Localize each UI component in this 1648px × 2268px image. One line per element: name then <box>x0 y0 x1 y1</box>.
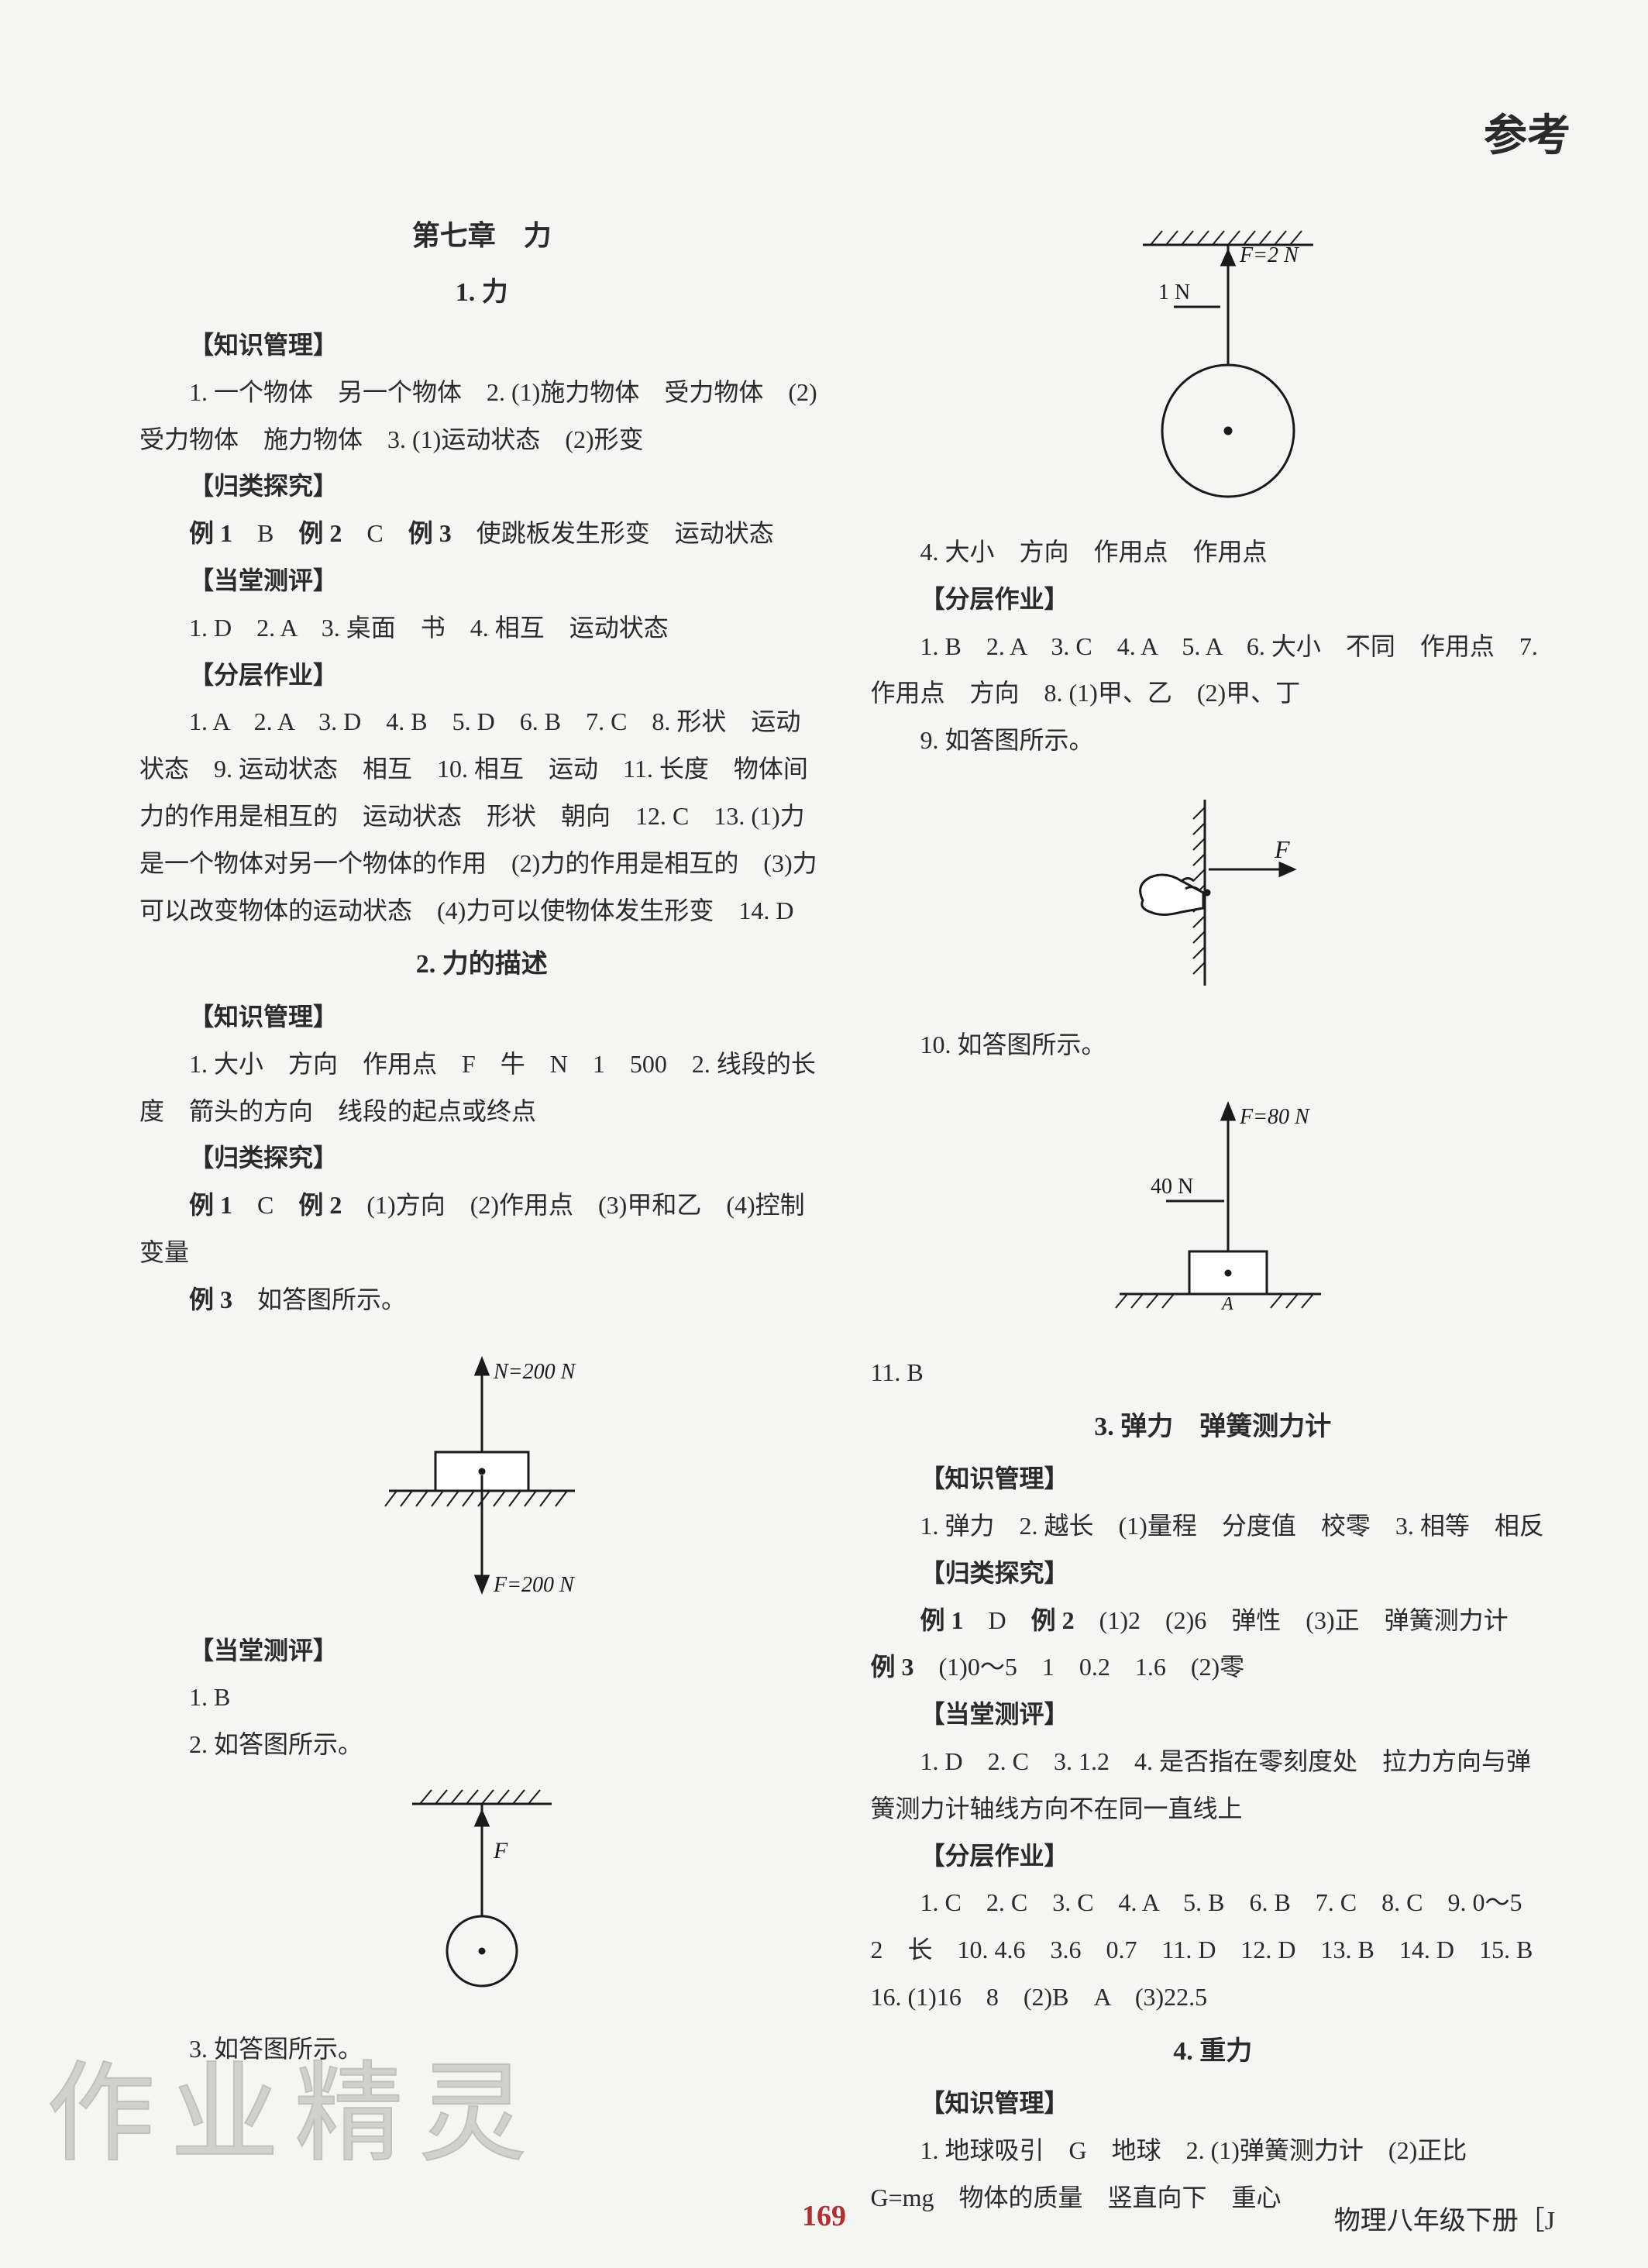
s2-ex2-label: 例 2 <box>298 1191 342 1219</box>
sec2-layer-body-a: 1. B 2. A 3. C 4. A 5. A 6. 大小 不同 作用点 7.… <box>871 623 1556 718</box>
s3-ex2-label: 例 2 <box>1031 1606 1075 1634</box>
sec3-test-body: 1. D 2. C 3. 1.2 4. 是否指在零刻度处 拉力方向与弹簧测力计轴… <box>871 1738 1556 1833</box>
sec2-knowledge-body: 1. 大小 方向 作用点 F 牛 N 1 500 2. 线段的长度 箭头的方向 … <box>139 1041 824 1135</box>
diagram-3-svg: F=2 N 1 N <box>1073 222 1352 516</box>
ex2-ans: C <box>342 519 408 547</box>
s3-ex3-ans: (1)0～5 1 0.2 1.6 (2)零 <box>914 1653 1245 1681</box>
sec2-layer-heading: 【分层作业】 <box>871 576 1556 623</box>
sec4-knowledge-heading: 【知识管理】 <box>871 2080 1556 2127</box>
sec2-classify-body-1: 例 1 C 例 2 (1)方向 (2)作用点 (3)甲和乙 (4)控制变量 <box>139 1182 824 1276</box>
sec2-knowledge-heading: 【知识管理】 <box>139 993 824 1041</box>
s3-ex3-label: 例 3 <box>871 1653 914 1681</box>
page-number: 169 <box>802 2199 846 2233</box>
left-column: 第七章 力 1. 力 【知识管理】 1. 一个物体 另一个物体 2. (1)施力… <box>139 209 824 2222</box>
sec1-test-body: 1. D 2. A 3. 桌面 书 4. 相互 运动状态 <box>139 604 824 652</box>
right-column: F=2 N 1 N 4. 大小 方向 作用点 作用点 【分层作业】 1. B 2… <box>871 209 1556 2222</box>
s2-ex3-ans: 如答图所示。 <box>232 1285 406 1313</box>
d1-n-label: N=200 N <box>493 1360 576 1384</box>
sec2-layer-body-d: 11. B <box>871 1349 1556 1396</box>
s3-ex2-ans: (1)2 (2)6 弹性 (3)正 弹簧测力计 <box>1075 1606 1533 1634</box>
s3-ex1-ans: D <box>964 1606 1031 1634</box>
d5-a-label: A <box>1220 1294 1233 1314</box>
d4-f-label: F <box>1274 835 1290 863</box>
sec3-knowledge-body: 1. 弹力 2. 越长 (1)量程 分度值 校零 3. 相等 相反 <box>871 1502 1556 1550</box>
d1-f-label: F=200 N <box>493 1573 575 1597</box>
diagram-hand-wall: F <box>871 776 1556 1009</box>
sec3-classify-heading: 【归类探究】 <box>871 1550 1556 1597</box>
sec2-test-2: 2. 如答图所示。 <box>139 1721 824 1768</box>
sec2-test-heading: 【当堂测评】 <box>139 1627 824 1674</box>
ex3-label: 例 3 <box>408 519 452 547</box>
sec2-r-p1: 4. 大小 方向 作用点 作用点 <box>871 528 1556 576</box>
ex3-ans: 使跳板发生形变 运动状态 <box>452 519 774 547</box>
sec3-knowledge-heading: 【知识管理】 <box>871 1455 1556 1502</box>
sec1-knowledge-heading: 【知识管理】 <box>139 322 824 369</box>
sec1-knowledge-body: 1. 一个物体 另一个物体 2. (1)施力物体 受力物体 (2)受力物体 施力… <box>139 369 824 463</box>
section-2-title: 2. 力的描述 <box>139 940 824 990</box>
d3-l1: 1 N <box>1158 280 1190 305</box>
sec3-test-heading: 【当堂测评】 <box>871 1691 1556 1738</box>
sec2-classify-heading: 【归类探究】 <box>139 1134 824 1182</box>
sec3-layer-heading: 【分层作业】 <box>871 1833 1556 1880</box>
sec2-layer-body-c: 10. 如答图所示。 <box>871 1021 1556 1069</box>
ex1-ans: B <box>232 519 298 547</box>
sec2-layer-body-b: 9. 如答图所示。 <box>871 717 1556 764</box>
section-3-title: 3. 弹力 弹簧测力计 <box>871 1402 1556 1453</box>
ex2-label: 例 2 <box>298 519 342 547</box>
d2-f-label: F <box>493 1838 508 1864</box>
sec1-layer-body: 1. A 2. A 3. D 4. B 5. D 6. B 7. C 8. 形状… <box>139 698 824 934</box>
s2-ex3-label: 例 3 <box>189 1285 232 1313</box>
diagram-2-svg: F <box>381 1781 583 2013</box>
diagram-block-forces: N=200 N F=200 N <box>139 1336 824 1615</box>
sec1-classify-body: 例 1 B 例 2 C 例 3 使跳板发生形变 运动状态 <box>139 510 824 557</box>
chapter-title: 第七章 力 <box>139 209 824 262</box>
d5-f-label: F=80 N <box>1239 1105 1310 1129</box>
sec2-classify-body-2: 例 3 如答图所示。 <box>139 1276 824 1323</box>
sec2-test-3: 3. 如答图所示。 <box>139 2025 824 2073</box>
sec3-classify-body: 例 1 D 例 2 (1)2 (2)6 弹性 (3)正 弹簧测力计 例 3 (1… <box>871 1597 1556 1692</box>
sec1-layer-heading: 【分层作业】 <box>139 652 824 699</box>
diagram-4-svg: F <box>1096 776 1329 1009</box>
diagram-1-svg: N=200 N F=200 N <box>342 1336 621 1615</box>
diagram-block-80n: F=80 N 40 N A <box>871 1081 1556 1337</box>
section-4-title: 4. 重力 <box>871 2027 1556 2077</box>
sec3-layer-body: 1. C 2. C 3. C 4. A 5. B 6. B 7. C 8. C … <box>871 1879 1556 2020</box>
diagram-hanging-ball: F <box>139 1781 824 2013</box>
section-1-title: 1. 力 <box>139 268 824 318</box>
sec2-test-1: 1. B <box>139 1674 824 1721</box>
s2-ex1-ans: C <box>232 1191 298 1219</box>
s2-ex1-label: 例 1 <box>189 1191 232 1219</box>
diagram-5-svg: F=80 N 40 N A <box>1073 1081 1352 1337</box>
d3-l2: F=2 N <box>1239 243 1299 267</box>
ex1-label: 例 1 <box>189 519 232 547</box>
diagram-ceiling-circle: F=2 N 1 N <box>871 222 1556 516</box>
content-columns: 第七章 力 1. 力 【知识管理】 1. 一个物体 另一个物体 2. (1)施力… <box>139 209 1555 2222</box>
header-right-title: 参考 <box>1484 101 1571 163</box>
sec1-test-heading: 【当堂测评】 <box>139 557 824 604</box>
sec1-classify-heading: 【归类探究】 <box>139 463 824 510</box>
sec4-knowledge-body: 1. 地球吸引 G 地球 2. (1)弹簧测力计 (2)正比 G=mg 物体的质… <box>871 2127 1556 2222</box>
s3-ex1-label: 例 1 <box>920 1606 964 1634</box>
d5-n-label: 40 N <box>1151 1175 1193 1199</box>
